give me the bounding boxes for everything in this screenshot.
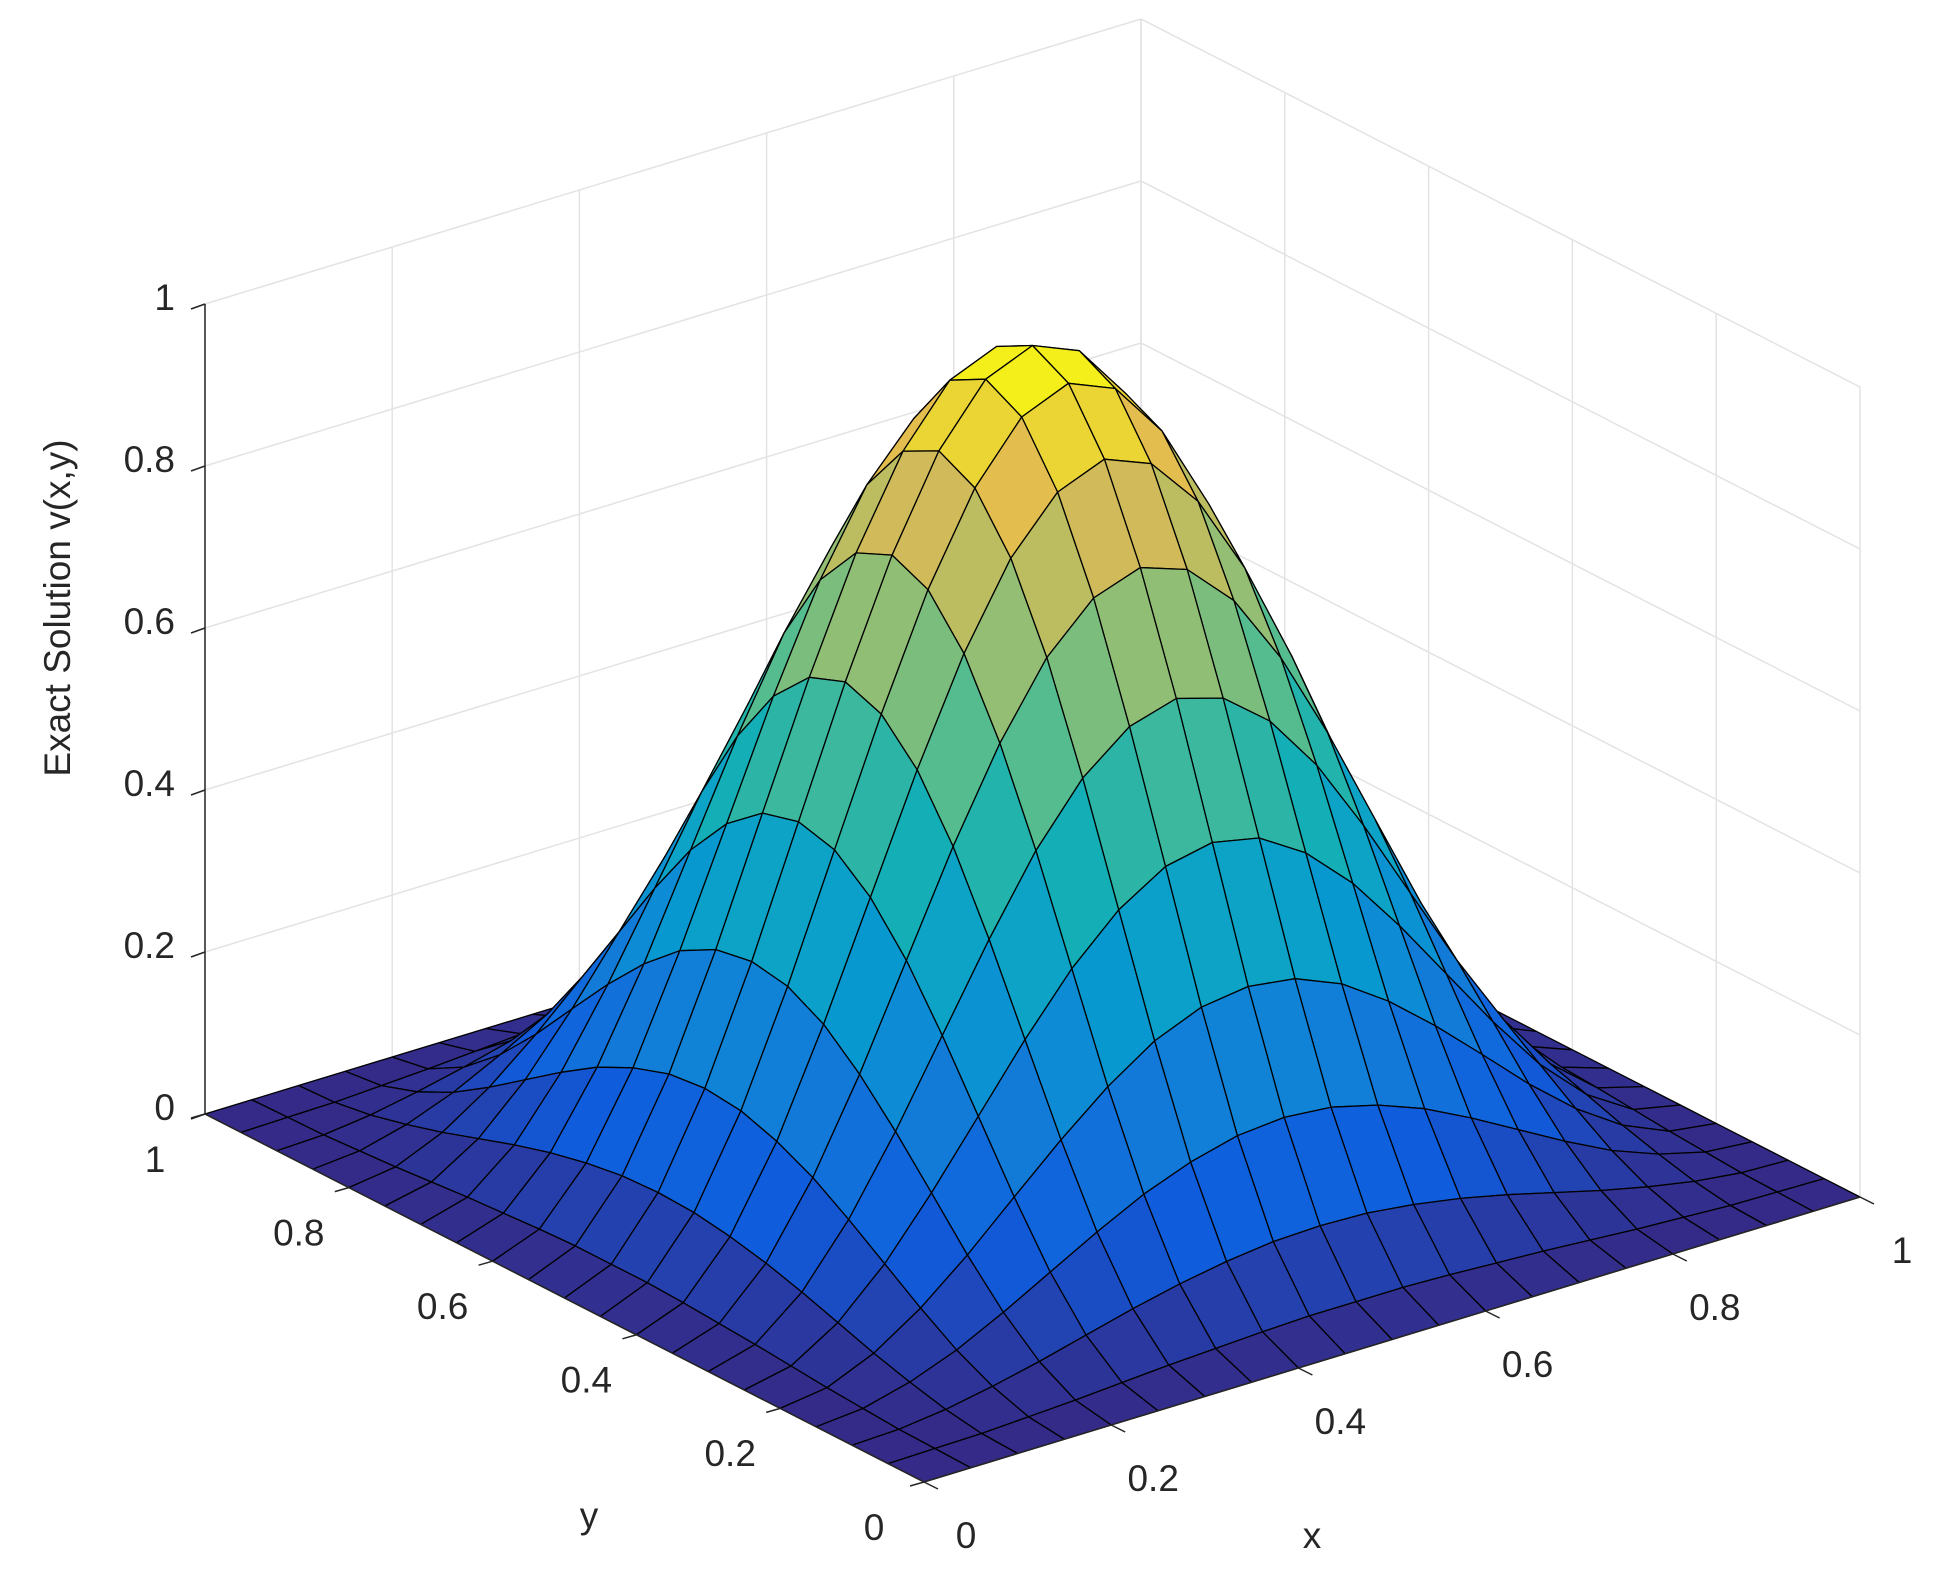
z-tick-label: 0.6 [124, 601, 175, 642]
z-tick-label: 0.8 [124, 439, 175, 480]
y-tick-label: 0.8 [273, 1212, 324, 1253]
grid-line [1140, 180, 1861, 550]
x-tick [1298, 1367, 1313, 1376]
z-tick [190, 789, 206, 796]
y-tick [622, 1334, 637, 1340]
z-tick-label: 0.4 [124, 763, 175, 804]
x-tick-label: 0.8 [1689, 1287, 1740, 1328]
x-tick-label: 1 [1892, 1230, 1913, 1271]
x-tick [1672, 1253, 1688, 1262]
y-axis-line [204, 1113, 925, 1483]
axes: 0 0.2 0.4 0.6 0.8 1 0 0.2 0.4 0.6 0.8 1 0 0.2 0.4 0.6 0.… [124, 277, 1913, 1556]
x-axis-label: x [1303, 1515, 1322, 1556]
z-tick-label: 0 [154, 1087, 175, 1128]
x-axis-line [923, 1196, 1861, 1483]
y-tick [909, 1481, 925, 1487]
grid-line [1140, 504, 1861, 874]
x-tick [923, 1481, 939, 1490]
x-tick-label: 0.2 [1127, 1458, 1178, 1499]
y-tick-label: 0 [864, 1507, 885, 1548]
x-tick-label: 0 [956, 1515, 977, 1556]
x-tick-label: 0.4 [1315, 1401, 1366, 1442]
y-tick-label: 0.4 [561, 1360, 612, 1401]
z-tick [190, 465, 206, 472]
z-axis-label: Exact Solution v(x,y) [37, 439, 78, 776]
surface [204, 344, 1861, 1483]
x-tick-label: 0.6 [1502, 1344, 1553, 1385]
grid-line [1140, 342, 1861, 712]
grid-line [204, 180, 1142, 467]
y-tick [190, 1113, 206, 1119]
z-tick [190, 303, 206, 310]
z-tick [190, 627, 206, 634]
x-tick [1110, 1424, 1126, 1433]
y-tick-label: 0.2 [704, 1433, 755, 1474]
grid-line [204, 18, 1142, 305]
y-tick [765, 1407, 781, 1414]
x-tick [1859, 1196, 1875, 1205]
y-tick [334, 1186, 350, 1193]
z-tick-label: 0.2 [124, 925, 175, 966]
z-tick-label: 1 [154, 277, 175, 318]
x-tick [1485, 1310, 1500, 1319]
grid-line [1140, 18, 1861, 388]
y-tick-label: 0.6 [417, 1286, 468, 1327]
y-tick-label: 1 [145, 1139, 166, 1180]
z-tick [190, 951, 206, 958]
y-tick [478, 1260, 493, 1266]
y-axis-label: y [580, 1495, 599, 1536]
